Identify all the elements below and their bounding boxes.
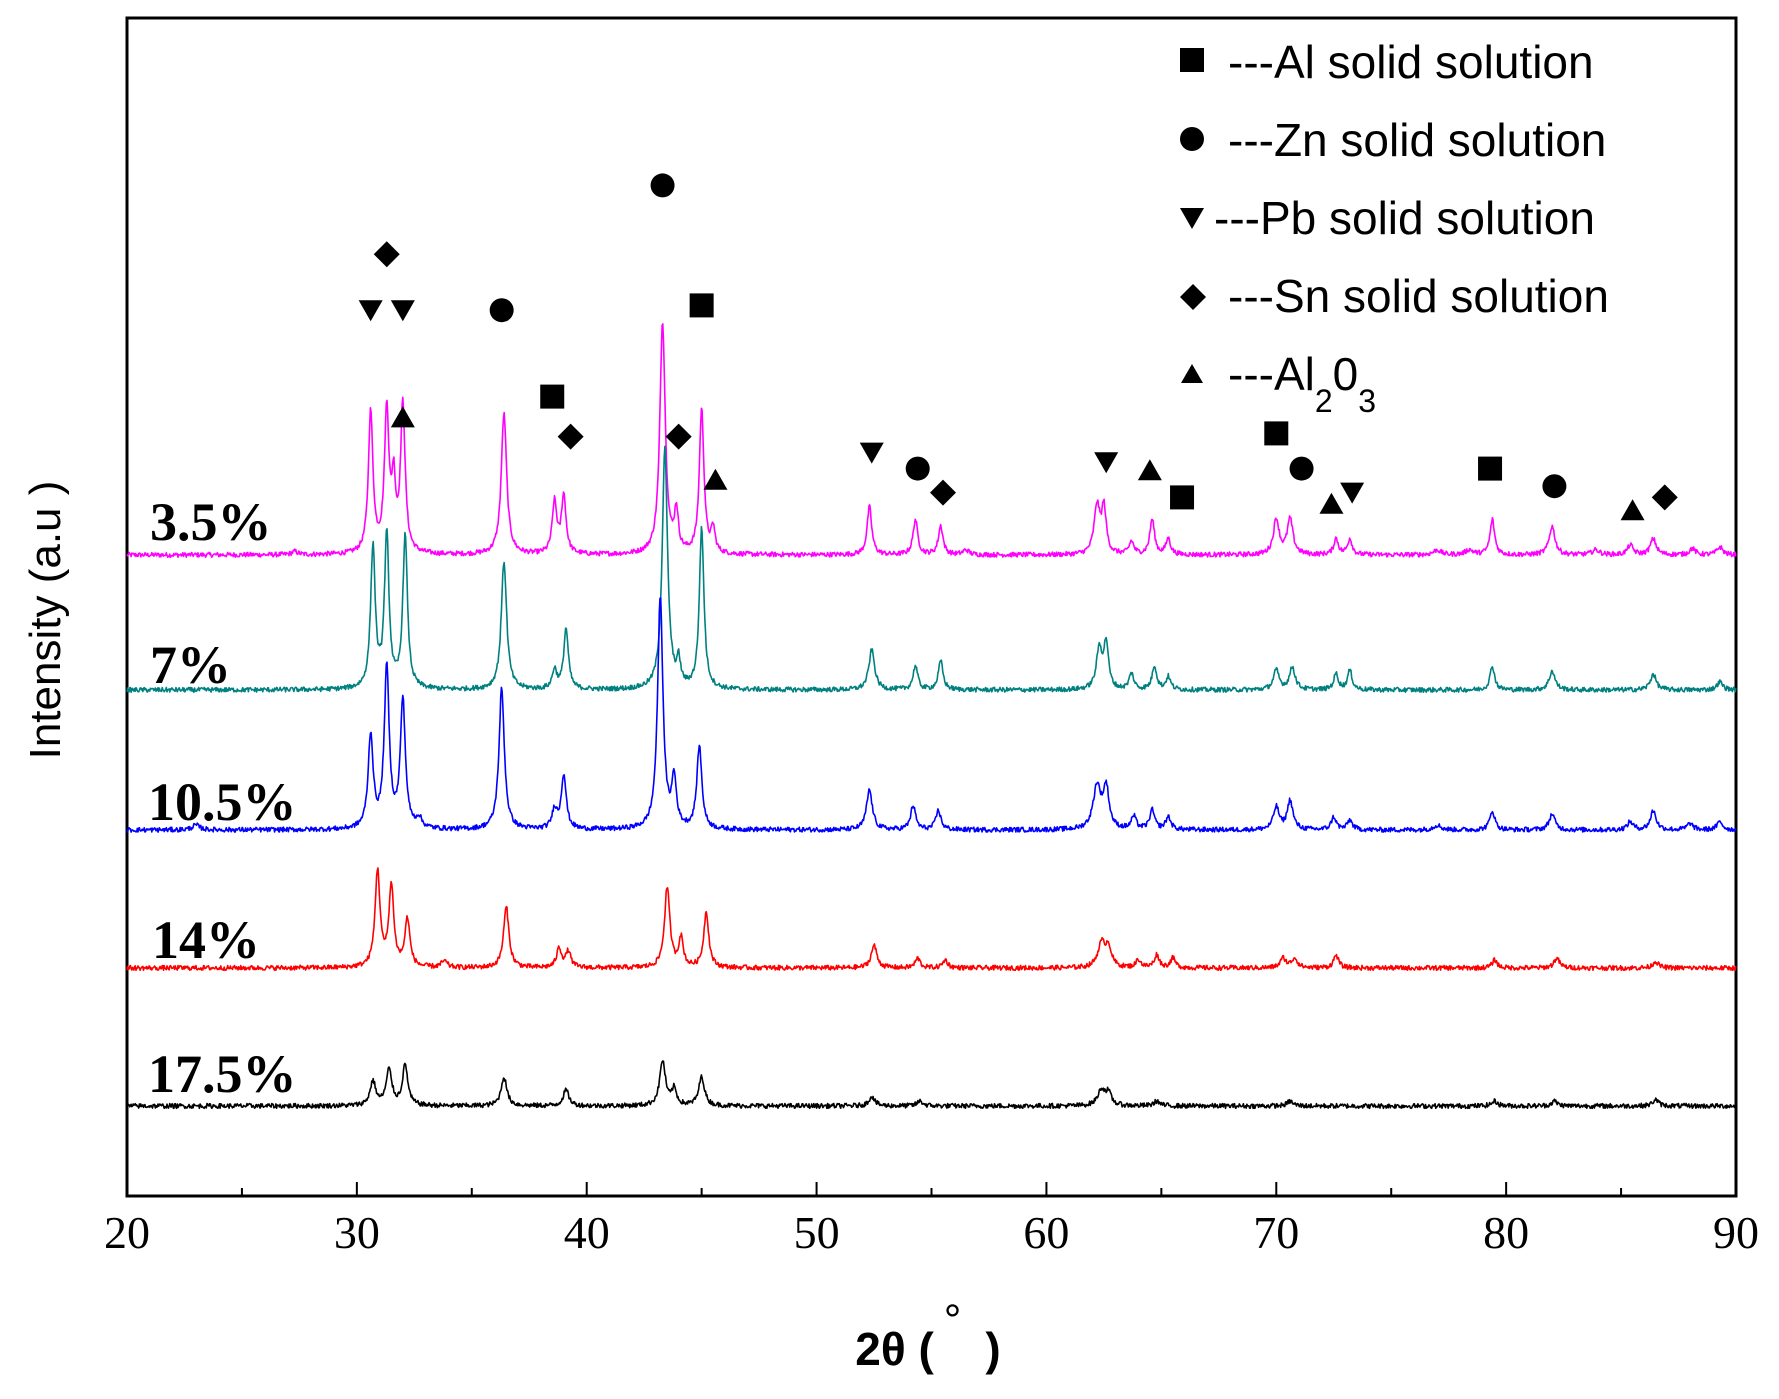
triangle-down-marker-icon — [1094, 452, 1119, 474]
legend-item-al: ---Al solid solution — [1228, 36, 1594, 88]
x-tick-label: 70 — [1253, 1207, 1299, 1258]
x-tick-label: 60 — [1023, 1207, 1069, 1258]
series-labels: 3.5% 7% 10.5% 14% 17.5% — [148, 492, 297, 1104]
circle-marker-icon — [905, 456, 930, 481]
square-marker-icon — [1264, 421, 1289, 446]
x-axis-title: 2θ (°) — [855, 1296, 1000, 1375]
phase-markers — [358, 173, 1678, 521]
series-line-3 — [126, 597, 1737, 833]
y-axis-title: Intensity (a.u ) — [21, 481, 70, 760]
series-label-4: 14% — [152, 910, 260, 970]
legend-item-sn: ---Sn solid solution — [1228, 270, 1609, 322]
series-line-1 — [126, 323, 1737, 559]
series-label-1: 3.5% — [150, 492, 272, 552]
x-tick-label: 20 — [104, 1207, 150, 1258]
triangle-up-marker-icon — [1319, 492, 1344, 514]
series-line-2 — [126, 445, 1737, 694]
triangle-down-marker-icon — [390, 300, 415, 322]
legend-circle-icon — [1180, 127, 1204, 151]
square-marker-icon — [1478, 456, 1503, 481]
diamond-marker-icon — [373, 241, 400, 268]
square-marker-icon — [1170, 485, 1195, 510]
x-tick-label: 90 — [1713, 1207, 1759, 1258]
circle-marker-icon — [489, 298, 514, 323]
legend-diamond-icon — [1180, 284, 1206, 310]
series-label-3: 10.5% — [148, 772, 297, 832]
diamond-marker-icon — [557, 423, 584, 450]
x-tick-label: 40 — [564, 1207, 610, 1258]
series-layer — [126, 323, 1737, 1110]
legend-square-icon — [1180, 48, 1204, 72]
diamond-marker-icon — [1651, 484, 1678, 511]
triangle-down-marker-icon — [859, 442, 884, 464]
square-marker-icon — [689, 293, 714, 318]
diamond-marker-icon — [929, 479, 956, 506]
series-label-5: 17.5% — [148, 1044, 297, 1104]
legend-item-al2o3: ---Al203 — [1228, 348, 1376, 419]
legend-item-zn: ---Zn solid solution — [1228, 114, 1606, 166]
triangle-down-marker-icon — [358, 300, 383, 322]
triangle-up-marker-icon — [1620, 499, 1645, 521]
triangle-up-marker-icon — [703, 468, 728, 490]
circle-marker-icon — [650, 173, 675, 198]
square-marker-icon — [540, 384, 565, 409]
circle-marker-icon — [1542, 474, 1567, 499]
diamond-marker-icon — [665, 423, 692, 450]
triangle-up-marker-icon — [390, 406, 415, 428]
triangle-up-marker-icon — [1137, 459, 1162, 481]
series-line-4 — [126, 867, 1737, 972]
triangle-down-marker-icon — [1340, 482, 1365, 504]
x-tick-label: 50 — [794, 1207, 840, 1258]
x-tick-label: 80 — [1483, 1207, 1529, 1258]
legend-triangle-down-icon — [1180, 208, 1204, 229]
legend-triangle-up-icon — [1181, 364, 1203, 383]
x-axis-ticks: 20 30 40 50 60 70 80 90 — [104, 1182, 1759, 1258]
legend: ---Al solid solution ---Zn solid solutio… — [1180, 36, 1609, 419]
x-tick-label: 30 — [334, 1207, 380, 1258]
series-line-5 — [126, 1060, 1737, 1110]
circle-marker-icon — [1289, 456, 1314, 481]
legend-item-pb: ---Pb solid solution — [1214, 192, 1595, 244]
series-label-2: 7% — [150, 635, 231, 695]
